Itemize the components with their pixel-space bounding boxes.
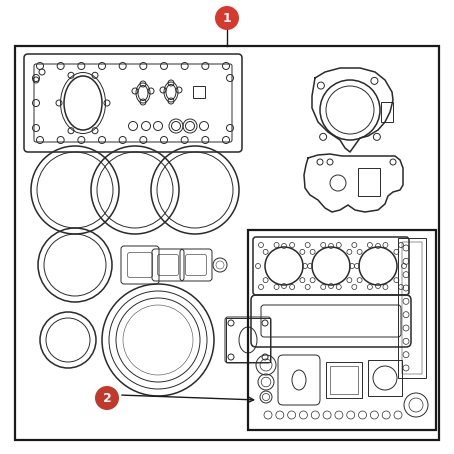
Text: 1: 1 bbox=[222, 11, 232, 25]
Circle shape bbox=[95, 386, 119, 410]
Bar bbox=[398, 238, 426, 378]
Bar bbox=[358, 168, 380, 196]
Bar bbox=[248, 230, 436, 430]
Text: 2: 2 bbox=[103, 391, 111, 405]
Bar bbox=[193, 86, 205, 98]
Bar bbox=[330, 366, 358, 394]
Bar bbox=[226, 318, 270, 362]
Circle shape bbox=[215, 6, 239, 30]
Bar bbox=[381, 102, 393, 122]
Bar bbox=[368, 360, 402, 396]
Bar bbox=[402, 242, 422, 374]
Bar bbox=[326, 362, 362, 398]
Bar bbox=[15, 46, 439, 440]
